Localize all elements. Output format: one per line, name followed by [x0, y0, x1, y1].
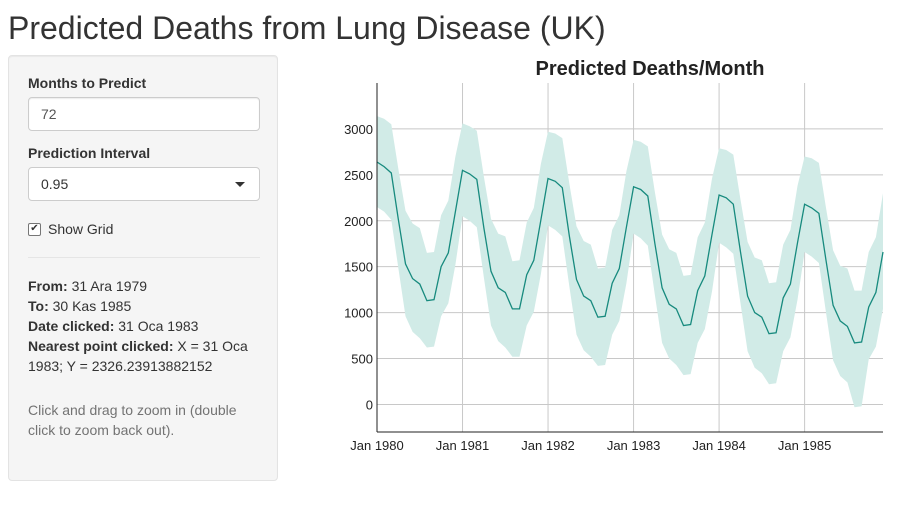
y-tick-label: 1000: [344, 306, 373, 321]
to-label: To:: [28, 298, 49, 314]
interval-group: Prediction Interval 0.95: [28, 145, 260, 201]
from-value: 31 Ara 1979: [71, 278, 148, 294]
caret-down-icon: [235, 182, 245, 187]
interval-select[interactable]: 0.95: [28, 167, 260, 201]
help-text: Click and drag to zoom in (double click …: [28, 402, 237, 438]
grid-toggle[interactable]: ✔ Show Grid: [28, 221, 258, 237]
x-tick-label: Jan 1981: [436, 438, 490, 453]
page-title: Predicted Deaths from Lung Disease (UK): [8, 10, 606, 46]
date-clicked-value: 31 Oca 1983: [118, 318, 199, 334]
chart[interactable]: Predicted Deaths/Month 0 500 1000 1500 2000 25…: [300, 55, 890, 465]
x-tick-label: Jan 1985: [778, 438, 832, 453]
y-tick-label: 500: [351, 352, 373, 367]
x-tick-label: Jan 1983: [607, 438, 661, 453]
months-label: Months to Predict: [28, 75, 147, 91]
from-row: From: 31 Ara 1979: [28, 276, 260, 296]
x-tick-label: Jan 1982: [521, 438, 575, 453]
x-tick-label: Jan 1984: [692, 438, 746, 453]
from-label: From:: [28, 278, 68, 294]
y-tick-label: 2500: [344, 168, 373, 183]
nearest-label: Nearest point clicked:: [28, 338, 174, 354]
grid-checkbox[interactable]: ✔: [28, 222, 41, 236]
to-value: 30 Kas 1985: [52, 298, 132, 314]
plot-area[interactable]: Predicted Deaths/Month 0 500 1000 1500 2000 25…: [300, 55, 890, 465]
to-row: To: 30 Kas 1985: [28, 296, 260, 316]
months-group: Months to Predict: [28, 75, 260, 131]
y-tick-label: 1500: [344, 260, 373, 275]
y-tick-label: 2000: [344, 214, 373, 229]
y-tick-label: 3000: [344, 122, 373, 137]
chart-title: Predicted Deaths/Month: [536, 58, 765, 80]
date-clicked-label: Date clicked:: [28, 318, 115, 334]
divider: [28, 257, 260, 258]
nearest-value: X = 31 Oca 1983; Y = 2326.23913882152: [28, 338, 248, 374]
click-info: From: 31 Ara 1979 To: 30 Kas 1985 Date c…: [28, 276, 260, 376]
interval-selected-value: 0.95: [41, 176, 69, 192]
nearest-row: Nearest point clicked: X = 31 Oca 1983; …: [28, 336, 260, 376]
prediction-interval-band: [377, 116, 883, 408]
months-input[interactable]: [28, 97, 260, 131]
grid-checkbox-label: Show Grid: [48, 221, 114, 237]
y-tick-label: 0: [366, 397, 373, 412]
x-tick-label: Jan 1980: [350, 438, 404, 453]
interval-label: Prediction Interval: [28, 145, 151, 161]
series-line-predicted: [376, 161, 884, 344]
date-clicked-row: Date clicked: 31 Oca 1983: [28, 316, 260, 336]
sidebar-panel: Months to Predict Prediction Interval 0.…: [8, 55, 278, 481]
